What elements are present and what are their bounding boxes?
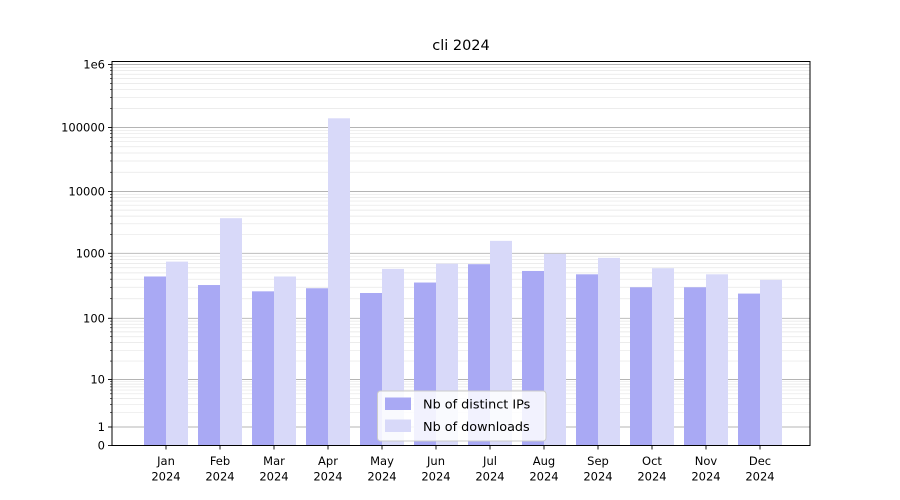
- bar-downloads-nov: [706, 274, 728, 446]
- x-tick-label: Nov 2024: [691, 454, 720, 484]
- legend-swatch-downloads: [385, 419, 411, 432]
- legend: Nb of distinct IPs Nb of downloads: [377, 390, 547, 442]
- x-tick-label: Jun 2024: [421, 454, 450, 484]
- y-tick-label: 0: [98, 439, 105, 453]
- y-tick-label: 100: [83, 311, 105, 325]
- chart-title: cli 2024: [432, 38, 490, 54]
- y-tick-label: 10: [90, 373, 105, 387]
- bar-downloads-sep: [598, 257, 620, 446]
- bar-downloads-dec: [760, 279, 782, 446]
- x-tick-label: Dec 2024: [745, 454, 774, 484]
- y-tick-label: 100000: [61, 121, 105, 135]
- bar-ips-mar: [252, 291, 274, 446]
- bar-downloads-feb: [220, 218, 242, 446]
- bar-ips-oct: [630, 287, 652, 446]
- legend-swatch-ips: [385, 397, 411, 410]
- legend-label: Nb of downloads: [423, 420, 530, 435]
- bar-ips-sep: [576, 274, 598, 446]
- x-tick-label: Jan 2024: [151, 454, 180, 484]
- bar-ips-may: [360, 293, 382, 446]
- bar-ips-nov: [684, 287, 706, 446]
- y-tick-label: 1e6: [83, 58, 105, 72]
- axes: [108, 61, 811, 450]
- y-tick-label: 10000: [68, 185, 105, 199]
- x-tick-label: Aug 2024: [529, 454, 558, 484]
- bar-downloads-jan: [166, 261, 188, 446]
- x-tick-label: Mar 2024: [259, 454, 288, 484]
- legend-label: Nb of distinct IPs: [423, 398, 531, 413]
- bar-ips-apr: [306, 288, 328, 446]
- x-tick-label: May 2024: [367, 454, 396, 484]
- bar-downloads-mar: [274, 276, 296, 446]
- bar-downloads-aug: [544, 253, 566, 446]
- bar-downloads-apr: [328, 118, 350, 446]
- bar-ips-dec: [738, 293, 760, 446]
- x-tick-label: Feb 2024: [205, 454, 234, 484]
- y-tick-label: 1: [98, 420, 105, 434]
- bar-downloads-oct: [652, 268, 674, 446]
- x-tick-label: Sep 2024: [583, 454, 612, 484]
- legend-box: [377, 390, 547, 442]
- bar-ips-feb: [198, 285, 220, 446]
- bar-ips-jan: [144, 276, 166, 446]
- y-tick-label: 1000: [76, 246, 105, 260]
- x-tick-label: Oct 2024: [637, 454, 666, 484]
- x-tick-label: Jul 2024: [475, 454, 504, 484]
- x-tick-label: Apr 2024: [313, 454, 342, 484]
